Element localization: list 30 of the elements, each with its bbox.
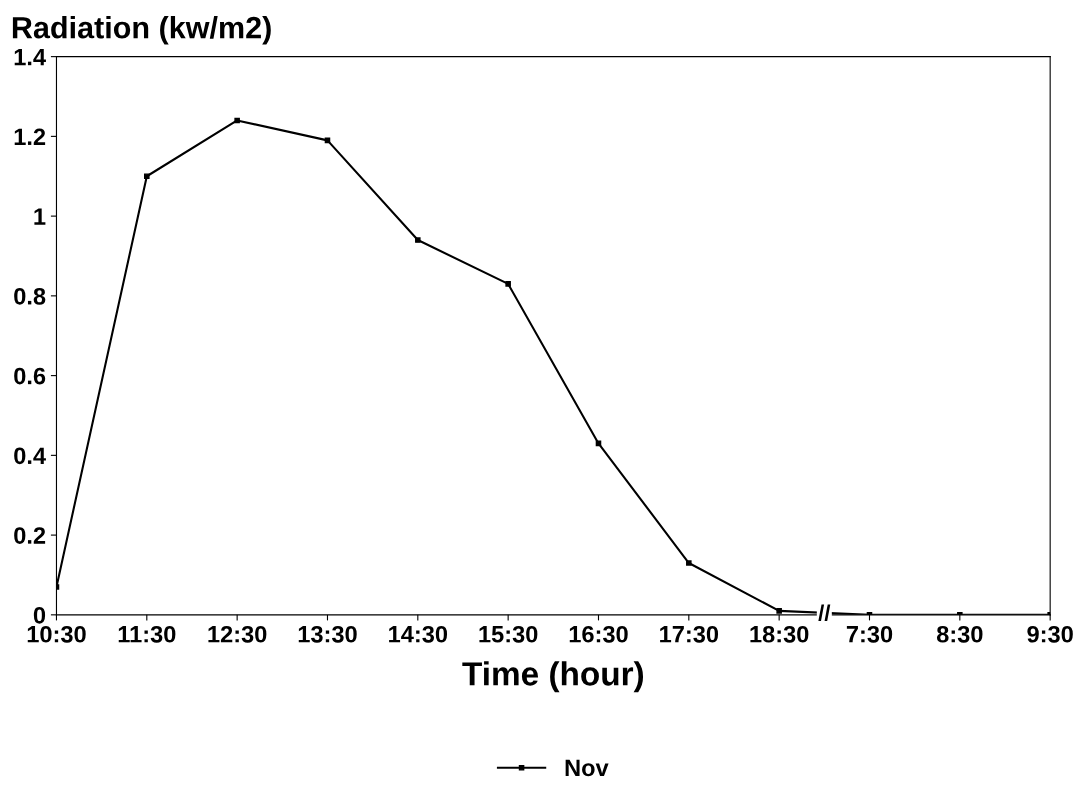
point [686,560,692,566]
x-tick-label: 14:30 [389,625,448,643]
point [234,117,240,124]
x-tick-label: 18:30 [750,625,809,643]
x-tick-label: 10:30 [27,625,86,643]
y-tick-label: 0.8 [14,287,46,305]
x-tick-label: 15:30 [479,625,538,643]
y-tick-label: 0 [33,606,46,624]
point [144,173,150,180]
x-tick-label: 8:30 [936,625,983,643]
y-tick-label: 0.6 [14,367,46,385]
y-tick-label: 1 [34,208,46,225]
x-tick-label: 12:30 [208,625,267,643]
point [776,608,782,614]
y-tick-label: 1.2 [14,128,46,145]
x-tick-label: 9:30 [1027,625,1073,643]
y-tick-label: 0.4 [14,447,46,465]
x-tick-label: 16:30 [569,625,628,643]
x-tick-label: 7:30 [846,625,893,643]
y-axis-title: Radiation (kw/m2) [12,16,271,45]
y-tick-label: 0.2 [14,527,46,544]
annotation: // [818,604,831,622]
x-tick-label: 17:30 [660,625,719,643]
legend-label: Nov [565,759,609,777]
x-tick-label: 13:30 [298,625,357,643]
x-tick-label: 11:30 [118,625,176,643]
point [505,281,511,287]
y-tick-label: 1.4 [14,48,46,66]
x-axis-title: Time (hour) [462,661,644,693]
point [415,237,421,243]
